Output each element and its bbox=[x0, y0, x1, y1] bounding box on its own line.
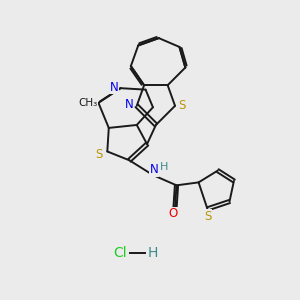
Text: N: N bbox=[149, 163, 158, 176]
Text: S: S bbox=[179, 99, 186, 112]
Text: N: N bbox=[125, 98, 134, 111]
Text: Cl: Cl bbox=[114, 246, 128, 260]
Text: S: S bbox=[204, 210, 212, 223]
Text: H: H bbox=[148, 246, 158, 260]
Text: CH₃: CH₃ bbox=[78, 98, 97, 108]
Text: H: H bbox=[160, 162, 168, 172]
Text: N: N bbox=[110, 81, 118, 94]
Text: S: S bbox=[95, 148, 103, 161]
Text: O: O bbox=[168, 207, 177, 220]
